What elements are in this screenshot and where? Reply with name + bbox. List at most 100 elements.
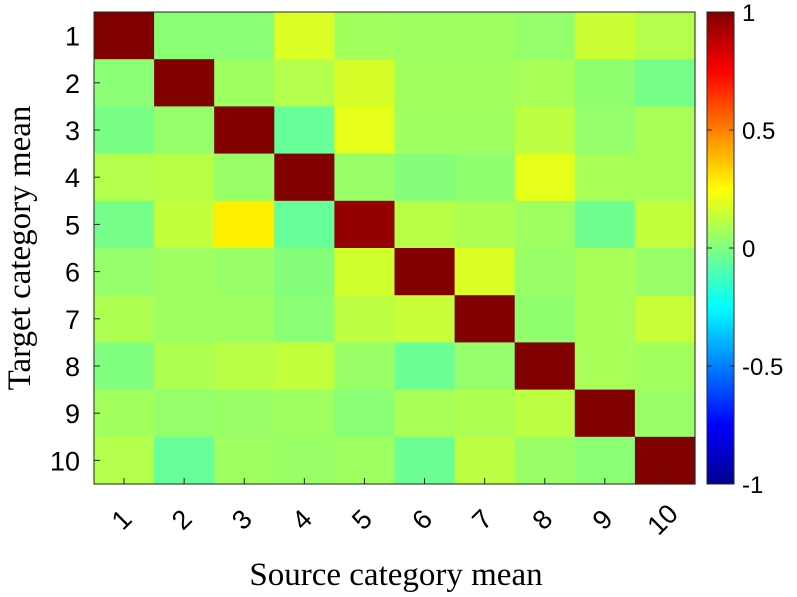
heatmap-cell-r10-c2 <box>154 436 215 485</box>
heatmap-cell-r2-c3 <box>214 59 275 107</box>
heatmap-cell-r4-c8 <box>514 153 576 202</box>
x-tick-label: 7 <box>466 504 498 536</box>
heatmap-cell-r3-c10 <box>634 106 696 155</box>
heatmap-cell-r9-c7 <box>454 389 516 438</box>
heatmap-cell-r9-c6 <box>394 389 456 438</box>
heatmap-cell-r2-c5 <box>334 59 396 107</box>
heatmap-cell-r7-c2 <box>154 295 215 343</box>
heatmap-cell-r5-c5 <box>334 200 396 249</box>
heatmap-cell-r2-c7 <box>454 59 516 107</box>
heatmap-cell-r9-c3 <box>214 389 275 438</box>
heatmap-cell-r8-c5 <box>334 342 396 391</box>
heatmap-cell-r1-c6 <box>394 12 456 60</box>
y-tick-label: 5 <box>65 210 80 240</box>
heatmap-cell-r6-c7 <box>454 248 516 296</box>
heatmap-cell-r9-c10 <box>634 389 696 438</box>
heatmap-cell-r7-c10 <box>634 295 696 343</box>
heatmap-cell-r8-c8 <box>514 342 576 391</box>
heatmap-cell-r7-c6 <box>394 295 456 343</box>
x-tick-label: 3 <box>226 504 258 536</box>
heatmap-cell-r8-c1 <box>94 342 155 391</box>
heatmap-cell-r8-c2 <box>154 342 215 391</box>
heatmap-cell-r9-c9 <box>574 389 636 438</box>
heatmap-cell-r5-c8 <box>514 200 576 249</box>
heatmap-cell-r8-c7 <box>454 342 516 391</box>
heatmap-cell-r9-c2 <box>154 389 215 438</box>
heatmap-cell-r7-c7 <box>454 295 516 343</box>
colorbar-tick-label: 0.5 <box>742 118 775 145</box>
heatmap-cell-r1-c9 <box>574 12 636 60</box>
heatmap-cell-r10-c8 <box>514 436 576 485</box>
heatmap-cell-r3-c7 <box>454 106 516 155</box>
heatmap-cell-r2-c4 <box>274 59 335 107</box>
heatmap-cell-r8-c3 <box>214 342 275 391</box>
y-tick-label: 10 <box>50 446 80 476</box>
heatmap-cell-r6-c6 <box>394 248 456 296</box>
heatmap-cell-r3-c9 <box>574 106 636 155</box>
colorbar-ticks: 1 0.5 0 -0.5 -1 <box>707 0 783 499</box>
heatmap-cell-r3-c8 <box>514 106 576 155</box>
x-tick-label: 8 <box>527 504 559 536</box>
heatmap-cell-r5-c1 <box>94 200 155 249</box>
heatmap-cell-r1-c1 <box>94 12 155 60</box>
heatmap-cell-r10-c3 <box>214 436 275 485</box>
y-tick-labels: 1 2 3 4 5 6 7 8 9 10 <box>50 22 100 476</box>
heatmap-cell-r6-c4 <box>274 248 335 296</box>
heatmap-cell-r6-c2 <box>154 248 215 296</box>
x-tick-label: 1 <box>106 504 138 536</box>
y-tick-label: 1 <box>65 22 80 52</box>
heatmap-cell-r8-c9 <box>574 342 636 391</box>
heatmap-cell-r3-c6 <box>394 106 456 155</box>
heatmap-cell-r5-c7 <box>454 200 516 249</box>
heatmap-cell-r4-c3 <box>214 153 275 202</box>
heatmap-cells <box>94 12 696 485</box>
heatmap-cell-r3-c1 <box>94 106 155 155</box>
heatmap-cell-r3-c5 <box>334 106 396 155</box>
heatmap-cell-r3-c4 <box>274 106 335 155</box>
heatmap-cell-r4-c5 <box>334 153 396 202</box>
heatmap-cell-r4-c7 <box>454 153 516 202</box>
heatmap-cell-r1-c8 <box>514 12 576 60</box>
heatmap-cell-r5-c3 <box>214 200 275 249</box>
heatmap-cell-r7-c1 <box>94 295 155 343</box>
heatmap-cell-r2-c6 <box>394 59 456 107</box>
heatmap-cell-r5-c4 <box>274 200 335 249</box>
x-tick-label: 10 <box>641 498 683 540</box>
heatmap-cell-r10-c10 <box>634 436 696 485</box>
heatmap-cell-r7-c5 <box>334 295 396 343</box>
heatmap-cell-r6-c10 <box>634 248 696 296</box>
heatmap-cell-r7-c9 <box>574 295 636 343</box>
y-tick-label: 4 <box>65 163 80 193</box>
heatmap-cell-r4-c10 <box>634 153 696 202</box>
heatmap-cell-r5-c2 <box>154 200 215 249</box>
heatmap-cell-r5-c9 <box>574 200 636 249</box>
plot-frame <box>93 11 696 485</box>
colorbar-tick-label: 1 <box>742 0 755 27</box>
heatmap-cell-r6-c3 <box>214 248 275 296</box>
colorbar-tick-label: -0.5 <box>742 354 783 381</box>
y-tick-label: 3 <box>65 116 80 146</box>
heatmap-cell-r10-c6 <box>394 436 456 485</box>
heatmap-cell-r1-c7 <box>454 12 516 60</box>
y-axis-title: Target category mean <box>2 106 38 391</box>
heatmap-cell-r7-c8 <box>514 295 576 343</box>
heatmap-cell-r7-c3 <box>214 295 275 343</box>
heatmap-cell-r7-c4 <box>274 295 335 343</box>
y-tick-label: 8 <box>65 352 80 382</box>
x-tick-label: 6 <box>406 504 438 536</box>
heatmap-cell-r9-c8 <box>514 389 576 438</box>
heatmap-cell-r2-c9 <box>574 59 636 107</box>
heatmap-cell-r10-c1 <box>94 436 155 485</box>
x-tick-label: 2 <box>166 504 198 536</box>
heatmap-cell-r2-c2 <box>154 59 215 107</box>
heatmap-cell-r5-c6 <box>394 200 456 249</box>
x-tick-labels: 1 2 3 4 5 6 7 8 9 10 <box>106 478 684 541</box>
heatmap-cell-r6-c1 <box>94 248 155 296</box>
heatmap-cell-r6-c8 <box>514 248 576 296</box>
heatmap-cell-r4-c1 <box>94 153 155 202</box>
heatmap-cell-r10-c9 <box>574 436 636 485</box>
heatmap-cell-r9-c5 <box>334 389 396 438</box>
heatmap-cell-r1-c5 <box>334 12 396 60</box>
heatmap-cell-r8-c10 <box>634 342 696 391</box>
